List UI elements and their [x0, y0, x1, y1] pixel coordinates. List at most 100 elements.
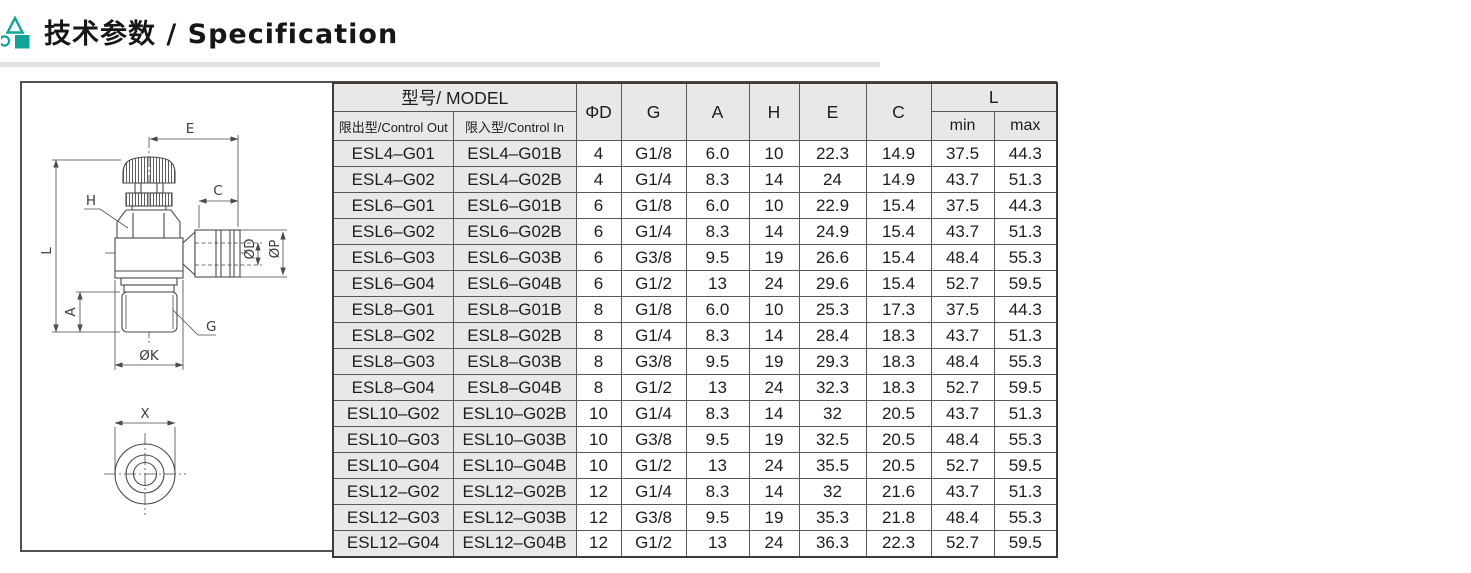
value-cell: G1/2 — [620, 530, 687, 557]
value-cell: G3/8 — [620, 244, 687, 271]
value-cell: 37.5 — [930, 296, 995, 323]
value-cell: 52.7 — [930, 530, 995, 557]
dim-label-ok: ØK — [139, 348, 160, 364]
value-cell: 48.4 — [930, 348, 995, 375]
table-row: ESL10–G04 ESL10–G04B 10 G1/2 13 24 35.5 20.5 52.… — [332, 452, 1058, 479]
value-cell: 6 — [575, 218, 622, 245]
sub-header-control-in: 限入型/Control In — [452, 111, 577, 141]
value-cell: G1/2 — [620, 270, 687, 297]
value-cell: 17.3 — [865, 296, 932, 323]
value-cell: 4 — [575, 166, 622, 193]
value-cell: 35.3 — [798, 504, 867, 531]
model-cell: ESL8–G03B — [452, 348, 577, 375]
model-header: 型号/ MODEL — [332, 82, 577, 112]
value-cell: 36.3 — [798, 530, 867, 557]
title-divider — [0, 62, 880, 67]
value-cell: 55.3 — [993, 504, 1058, 531]
value-cell: 9.5 — [685, 426, 750, 453]
value-cell: 59.5 — [993, 530, 1058, 557]
model-cell: ESL6–G03 — [332, 244, 454, 271]
table-row: ESL6–G04 ESL6–G04B 6 G1/2 13 24 29.6 15.4 52.7 59… — [332, 270, 1058, 297]
model-cell: ESL6–G04B — [452, 270, 577, 297]
value-cell: 43.7 — [930, 478, 995, 505]
value-cell: 8.3 — [685, 218, 750, 245]
value-cell: 32.3 — [798, 374, 867, 401]
page-title: 技术参数 / Specification — [44, 19, 399, 50]
model-cell: ESL8–G02 — [332, 322, 454, 349]
value-cell: 19 — [748, 244, 800, 271]
col-header-d: ΦD — [575, 82, 622, 141]
value-cell: 8.3 — [685, 322, 750, 349]
value-cell: 19 — [748, 504, 800, 531]
value-cell: 14.9 — [865, 166, 932, 193]
value-cell: 37.5 — [930, 140, 995, 167]
value-cell: 20.5 — [865, 452, 932, 479]
model-cell: ESL12–G02 — [332, 478, 454, 505]
value-cell: 26.6 — [798, 244, 867, 271]
model-cell: ESL12–G03B — [452, 504, 577, 531]
value-cell: 10 — [748, 296, 800, 323]
value-cell: 44.3 — [993, 296, 1058, 323]
value-cell: 44.3 — [993, 140, 1058, 167]
knob — [122, 156, 176, 184]
dim-label-od: ØD — [242, 238, 258, 259]
model-cell: ESL10–G03B — [452, 426, 577, 453]
value-cell: 24 — [748, 374, 800, 401]
dim-label-g: G — [206, 319, 216, 335]
value-cell: 22.9 — [798, 192, 867, 219]
value-cell: 43.7 — [930, 218, 995, 245]
dim-label-c: C — [213, 183, 222, 199]
value-cell: 32 — [798, 400, 867, 427]
value-cell: 59.5 — [993, 270, 1058, 297]
value-cell: 13 — [685, 530, 750, 557]
value-cell: 24 — [798, 166, 867, 193]
col-header-h: H — [748, 82, 800, 141]
value-cell: 14 — [748, 218, 800, 245]
model-cell: ESL12–G04B — [452, 530, 577, 557]
model-cell: ESL6–G02 — [332, 218, 454, 245]
value-cell: 29.3 — [798, 348, 867, 375]
table-row: ESL6–G01 ESL6–G01B 6 G1/8 6.0 10 22.9 15.4 37.5 4… — [332, 192, 1058, 219]
technical-drawing: E C H L A G ØK ØD ØP X — [39, 121, 287, 515]
value-cell: 10 — [575, 426, 622, 453]
value-cell: 24.9 — [798, 218, 867, 245]
value-cell: 6 — [575, 244, 622, 271]
value-cell: G1/2 — [620, 452, 687, 479]
value-cell: 8 — [575, 322, 622, 349]
model-cell: ESL4–G02B — [452, 166, 577, 193]
value-cell: G1/2 — [620, 374, 687, 401]
value-cell: G1/8 — [620, 140, 687, 167]
value-cell: 8 — [575, 296, 622, 323]
value-cell: G1/4 — [620, 166, 687, 193]
model-cell: ESL4–G02 — [332, 166, 454, 193]
value-cell: 43.7 — [930, 400, 995, 427]
value-cell: 44.3 — [993, 192, 1058, 219]
dim-label-op: ØP — [267, 240, 283, 259]
model-cell: ESL8–G01B — [452, 296, 577, 323]
dim-label-l: L — [39, 247, 55, 255]
value-cell: 12 — [575, 530, 622, 557]
value-cell: 12 — [575, 504, 622, 531]
model-cell: ESL8–G02B — [452, 322, 577, 349]
value-cell: 15.4 — [865, 270, 932, 297]
value-cell: G3/8 — [620, 348, 687, 375]
table-row: ESL12–G02 ESL12–G02B 12 G1/4 8.3 14 32 21.6 43.7… — [332, 478, 1058, 505]
value-cell: 22.3 — [865, 530, 932, 557]
value-cell: 24 — [748, 270, 800, 297]
value-cell: 19 — [748, 348, 800, 375]
table-row: ESL8–G04 ESL8–G04B 8 G1/2 13 24 32.3 18.3 52.7 59… — [332, 374, 1058, 401]
model-cell: ESL6–G02B — [452, 218, 577, 245]
value-cell: 15.4 — [865, 192, 932, 219]
value-cell: 51.3 — [993, 218, 1058, 245]
table-row: ESL6–G02 ESL6–G02B 6 G1/4 8.3 14 24.9 15.4 43.7 5… — [332, 218, 1058, 245]
thread-stud — [121, 291, 178, 333]
lock-nut — [125, 192, 173, 207]
value-cell: 13 — [685, 452, 750, 479]
value-cell: 15.4 — [865, 244, 932, 271]
model-cell: ESL8–G04B — [452, 374, 577, 401]
model-cell: ESL10–G04B — [452, 452, 577, 479]
value-cell: 37.5 — [930, 192, 995, 219]
value-cell: 14 — [748, 322, 800, 349]
sub-header-max: max — [993, 111, 1058, 141]
side-view — [105, 137, 262, 343]
